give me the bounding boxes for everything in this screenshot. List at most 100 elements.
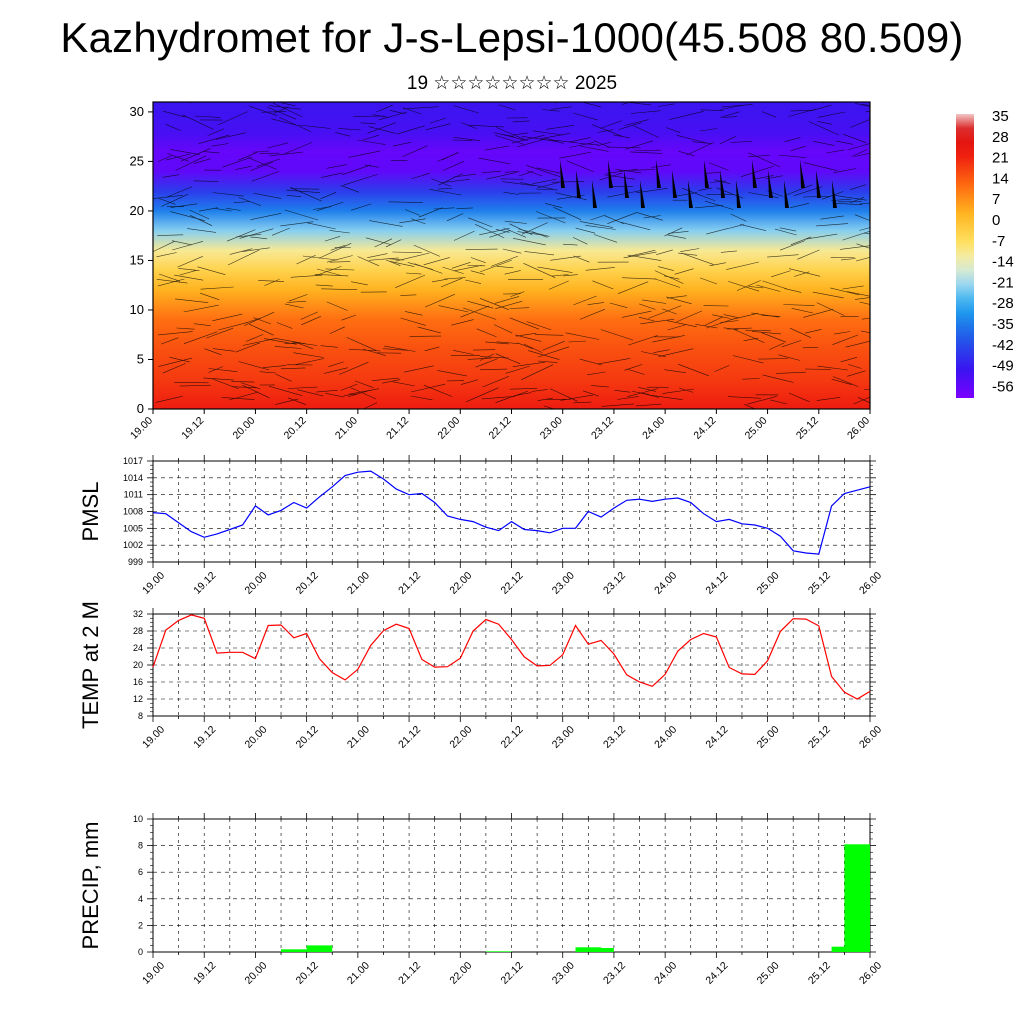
wind-barb (583, 102, 601, 108)
wind-barb (172, 241, 204, 251)
x-tick-label: 22.12 (499, 960, 526, 987)
jet-flag (560, 160, 565, 188)
wind-barb (551, 181, 585, 183)
wind-barb (261, 111, 287, 113)
wind-barb (493, 324, 513, 334)
wind-barb (628, 249, 656, 257)
x-tick-label: 20.12 (294, 570, 321, 597)
wind-barb (166, 186, 193, 198)
wind-barb (364, 164, 379, 168)
colorbar-label: 28 (992, 129, 1009, 146)
x-tick-label: 21.12 (396, 724, 423, 751)
wind-barb (479, 259, 512, 273)
wind-barb (460, 305, 490, 318)
wind-barb (797, 249, 820, 260)
jet-flag (832, 180, 837, 208)
wind-barb (585, 225, 616, 230)
wind-barb (470, 270, 485, 275)
wind-barb (728, 281, 760, 292)
wind-barb (478, 157, 511, 165)
wind-barb (521, 364, 554, 381)
xs-y-tick-label: 10 (130, 302, 144, 317)
wind-barb (789, 203, 809, 209)
wind-barb (429, 117, 447, 124)
wind-barb (170, 203, 198, 208)
wind-barb (638, 387, 656, 392)
wind-barb (771, 270, 791, 278)
xs-x-tick-label: 23.00 (538, 415, 565, 442)
jet-flag (704, 160, 709, 188)
wind-barb (559, 151, 592, 159)
wind-barb (784, 137, 801, 142)
wind-barb (628, 335, 658, 346)
wind-barb (769, 342, 785, 350)
wind-barb (639, 303, 656, 310)
wind-barb (511, 134, 545, 144)
wind-barb (156, 279, 188, 284)
wind-barb (208, 368, 238, 372)
wind-barb (351, 281, 368, 286)
wind-barb (175, 298, 209, 303)
wind-barb (269, 151, 303, 157)
wind-barb (848, 364, 862, 369)
wind-barb (637, 212, 663, 221)
wind-barb (622, 277, 657, 280)
wind-barb (853, 396, 870, 405)
wind-barb (495, 135, 525, 145)
wind-barb (279, 117, 312, 132)
wind-barb (790, 145, 806, 152)
wind-barb (723, 314, 740, 319)
y-tick-label: 1011 (124, 490, 143, 500)
wind-barb (629, 151, 663, 154)
wind-barb (348, 150, 381, 158)
wind-barb (854, 297, 870, 300)
wind-barb (183, 331, 218, 344)
wind-barb (778, 354, 801, 361)
wind-barb (157, 278, 185, 287)
wind-barb (742, 378, 760, 380)
wind-barb (706, 318, 735, 329)
x-tick-label: 22.00 (447, 570, 474, 597)
wind-barb (736, 280, 761, 291)
jet-flag (768, 170, 773, 198)
wind-barb (677, 363, 709, 377)
xs-x-tick-label: 24.00 (640, 415, 667, 442)
jet-flag (816, 170, 821, 198)
wind-barb (194, 158, 211, 164)
wind-barb (526, 165, 561, 177)
x-tick-label: 21.12 (396, 570, 423, 597)
y-tick-label: 999 (128, 557, 143, 567)
x-tick-label: 24.00 (652, 960, 679, 987)
wind-barb (614, 390, 631, 393)
wind-barb (857, 397, 870, 404)
wind-barb (727, 327, 752, 330)
wind-barb (658, 103, 675, 107)
y-tick-label: 12 (133, 694, 143, 704)
wind-barb (179, 384, 211, 387)
wind-barb (504, 220, 527, 224)
wind-barb (342, 164, 372, 175)
precip-bar (281, 949, 307, 952)
precip-bar (588, 948, 614, 952)
cross-section-panel: 0 5 10 15 20 25 30 19.00 19.12 20.00 20.12 21.00 21.… (128, 101, 872, 442)
wind-barb (776, 371, 806, 374)
precip-bar (485, 951, 512, 952)
wind-barb (189, 209, 210, 220)
wind-barbs (153, 102, 870, 409)
wind-barb (517, 342, 534, 350)
wind-barb (859, 227, 870, 231)
y-tick-label: 6 (138, 867, 143, 877)
x-tick-label: 26.00 (857, 570, 884, 597)
wind-barb (664, 369, 687, 374)
wind-barb (329, 261, 351, 263)
xs-x-tick-label: 25.12 (794, 415, 821, 442)
wind-barb (453, 265, 482, 272)
wind-barb (744, 404, 756, 409)
wind-barb (826, 149, 845, 154)
wind-barb (784, 288, 802, 293)
wind-barb (363, 402, 378, 409)
wind-barb (367, 122, 396, 134)
wind-barb (425, 293, 456, 308)
y-tick-label: 1017 (123, 456, 143, 466)
wind-barb (652, 335, 685, 343)
